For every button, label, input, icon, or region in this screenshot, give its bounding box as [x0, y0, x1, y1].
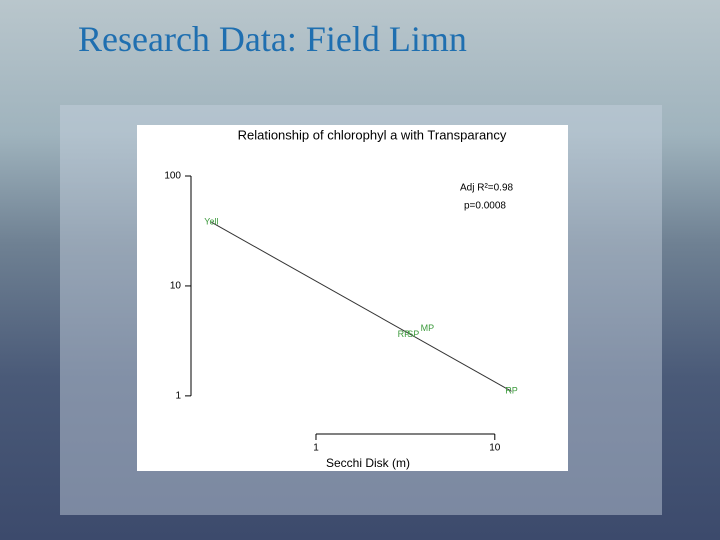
fit-line — [211, 221, 512, 392]
annotation: Adj R²=0.98 — [460, 183, 514, 194]
y-tick-label: 1 — [175, 391, 181, 402]
annotation: p=0.0008 — [464, 201, 506, 212]
slide-title: Research Data: Field Limn — [78, 19, 467, 59]
y-tick-label: 10 — [170, 281, 182, 292]
x-axis-label: Secchi Disk (m) — [326, 456, 410, 470]
point-label: RP — [398, 329, 411, 339]
point-label: MP — [421, 323, 435, 333]
chart-background — [137, 125, 568, 471]
point-label: RP — [505, 386, 518, 396]
x-tick-label: 10 — [489, 443, 501, 454]
point-label: Yell — [204, 217, 218, 227]
chart-title: Relationship of chlorophyl a with Transp… — [238, 127, 507, 142]
y-tick-label: 100 — [164, 171, 181, 182]
point-label: SP — [407, 329, 419, 339]
x-tick-label: 1 — [313, 443, 319, 454]
